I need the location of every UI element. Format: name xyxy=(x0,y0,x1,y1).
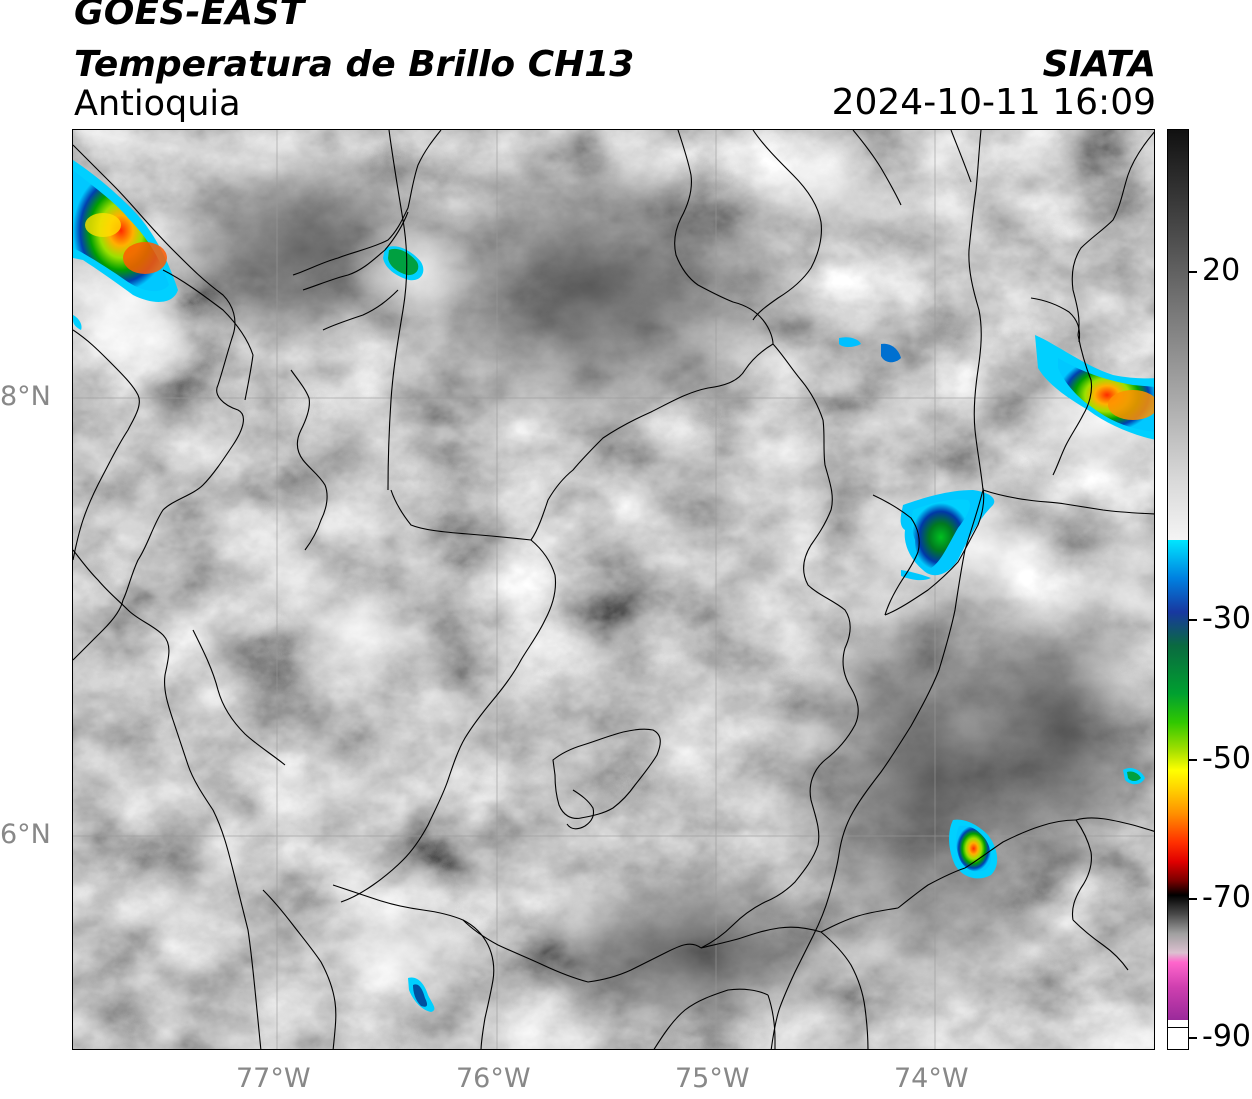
lon-label-75w: 75°W xyxy=(675,1063,750,1094)
lon-label-76w: 76°W xyxy=(456,1063,531,1094)
satellite-title: GOES-EAST xyxy=(74,0,305,33)
satellite-map xyxy=(72,129,1155,1050)
colorbar-label-m30: -30 xyxy=(1202,601,1251,636)
colorbar-label-m50: -50 xyxy=(1202,741,1251,776)
lon-label-77w: 77°W xyxy=(236,1063,311,1094)
graticule xyxy=(73,130,1154,1049)
lat-label-6n: 6°N xyxy=(0,819,51,850)
lat-label-8n: 8°N xyxy=(0,381,51,412)
colorbar-label-20: 20 xyxy=(1202,253,1241,288)
brightness-temperature-field xyxy=(73,130,1154,1049)
colorbar-label-m90: -90 xyxy=(1202,1019,1251,1054)
colorbar-tick-m50 xyxy=(1189,759,1197,761)
region-title: Antioquia xyxy=(74,84,241,124)
colorbar xyxy=(1167,129,1189,1050)
colorbar-tick-m90 xyxy=(1189,1037,1197,1039)
colorbar-tick-m70 xyxy=(1189,898,1197,900)
colorbar-label-m70: -70 xyxy=(1202,880,1251,915)
colorbar-tick-m30 xyxy=(1189,619,1197,621)
storm-cells xyxy=(73,160,1154,1012)
admin-boundaries xyxy=(73,130,1154,1049)
lon-label-74w: 74°W xyxy=(894,1063,969,1094)
colorbar-tick-20 xyxy=(1189,271,1197,273)
organization-label: SIATA xyxy=(1042,44,1156,85)
product-title: Temperatura de Brillo CH13 xyxy=(74,44,635,85)
datetime-label: 2024-10-11 16:09 xyxy=(831,82,1156,123)
